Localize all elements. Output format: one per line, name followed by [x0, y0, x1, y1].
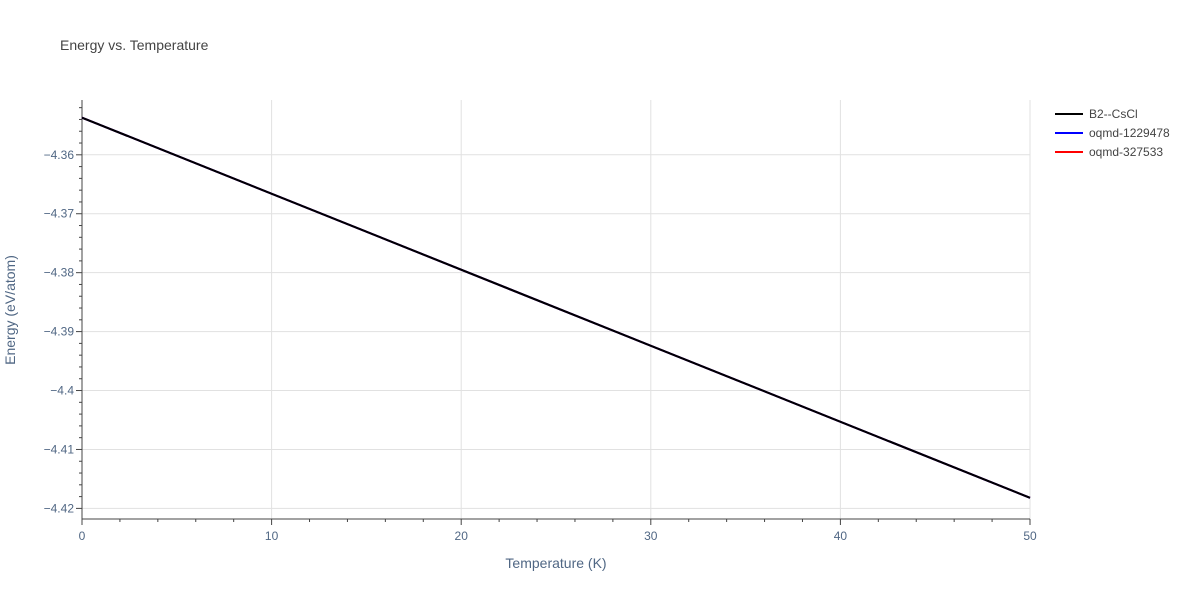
- y-tick-label: −4.36: [44, 148, 75, 162]
- chart-title: Energy vs. Temperature: [60, 37, 209, 53]
- x-tick-label: 30: [644, 529, 658, 543]
- legend: B2--CsCl oqmd-1229478 oqmd-327533: [1055, 107, 1170, 159]
- series-line-B2--CsCl: [81, 116, 1031, 499]
- legend-label: oqmd-327533: [1089, 145, 1163, 159]
- x-axis-title: Temperature (K): [505, 555, 606, 571]
- y-tick-label: −4.39: [44, 325, 75, 339]
- tick-labels: 0 10 20 30 40 50 −4.36 −4.37 −4.38 −4.39 −4.4 −4.41…: [44, 148, 1037, 543]
- grid: [82, 100, 1031, 519]
- x-tick-label: 40: [834, 529, 848, 543]
- y-tick-label: −4.37: [44, 207, 75, 221]
- x-tick-label: 50: [1023, 529, 1037, 543]
- y-tick-label: −4.42: [44, 501, 75, 515]
- y-axis-title: Energy (eV/atom): [2, 255, 18, 365]
- x-tick-label: 20: [455, 529, 469, 543]
- x-tick-label: 10: [265, 529, 279, 543]
- legend-label: B2--CsCl: [1089, 107, 1138, 121]
- plot-area: [81, 116, 1031, 499]
- x-tick-label: 0: [79, 529, 86, 543]
- axes: [76, 100, 1031, 525]
- y-tick-label: −4.38: [44, 266, 75, 280]
- y-tick-label: −4.4: [50, 384, 74, 398]
- legend-label: oqmd-1229478: [1089, 126, 1170, 140]
- y-tick-label: −4.41: [44, 442, 75, 456]
